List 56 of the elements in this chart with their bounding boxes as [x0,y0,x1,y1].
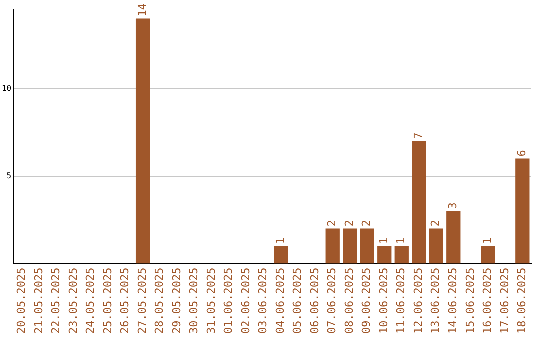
data-label: 7 [412,132,425,140]
x-tick-label: 30.05.2025 [188,268,201,334]
x-tick-label: 17.06.2025 [498,268,512,334]
data-label: 1 [394,238,408,244]
x-tick-label: 09.06.2025 [360,268,374,334]
bar [429,228,444,264]
x-tick-label: 29.05.2025 [170,268,184,334]
bar [446,211,461,264]
x-tick-label: 14.06.2025 [446,268,460,334]
x-tick-label: 01.06.2025 [222,268,236,334]
x-tick-label: 03.06.2025 [256,268,270,334]
data-label: 2 [342,220,356,227]
data-label: 1 [274,238,287,244]
x-tick-label: 16.06.2025 [481,268,494,334]
data-label: 1 [481,238,494,244]
bar [136,18,150,264]
data-label: 2 [360,220,374,227]
bar [412,141,426,264]
bar [394,246,409,264]
data-label: 6 [516,150,529,157]
x-tick-label: 12.06.2025 [412,268,425,334]
x-tick-label: 06.06.2025 [308,268,322,334]
x-tick-label: 31.05.2025 [204,268,218,334]
x-tick-label: 07.06.2025 [326,268,339,334]
x-tick-label: 13.06.2025 [429,268,442,334]
bar [360,228,374,264]
y-tick-label: 10 [2,84,12,93]
x-tick-label: 11.06.2025 [394,268,408,334]
x-tick-label: 23.05.2025 [66,268,80,334]
data-label: 2 [326,220,339,227]
data-label: 1 [377,238,390,244]
bar [274,246,288,264]
data-label: 2 [429,220,442,227]
bar [343,228,358,264]
x-tick-label: 28.05.2025 [153,268,166,334]
bar [516,158,530,264]
x-tick-label: 02.06.2025 [239,268,252,334]
x-tick-label: 18.06.2025 [516,268,529,334]
x-tick-label: 15.06.2025 [464,268,477,334]
x-tick-label: 21.05.2025 [32,268,46,334]
x-tick-label: 27.05.2025 [136,268,149,334]
y-tick-label: 5 [6,171,12,180]
x-tick-label: 24.05.2025 [84,268,98,334]
bar [326,228,340,264]
data-label: 14 [136,3,149,17]
x-tick-label: 20.05.2025 [15,268,28,334]
x-tick-label: 26.05.2025 [118,268,132,334]
x-tick-label: 05.06.2025 [291,268,304,334]
x-tick-label: 25.05.2025 [101,268,114,334]
x-tick-label: 08.06.2025 [342,268,356,334]
x-tick-label: 10.06.2025 [377,268,390,334]
x-tick-label: 22.05.2025 [50,268,63,334]
data-label: 3 [446,202,460,210]
x-tick-label: 04.06.2025 [274,268,287,334]
bar [481,246,496,264]
bar [378,246,392,264]
